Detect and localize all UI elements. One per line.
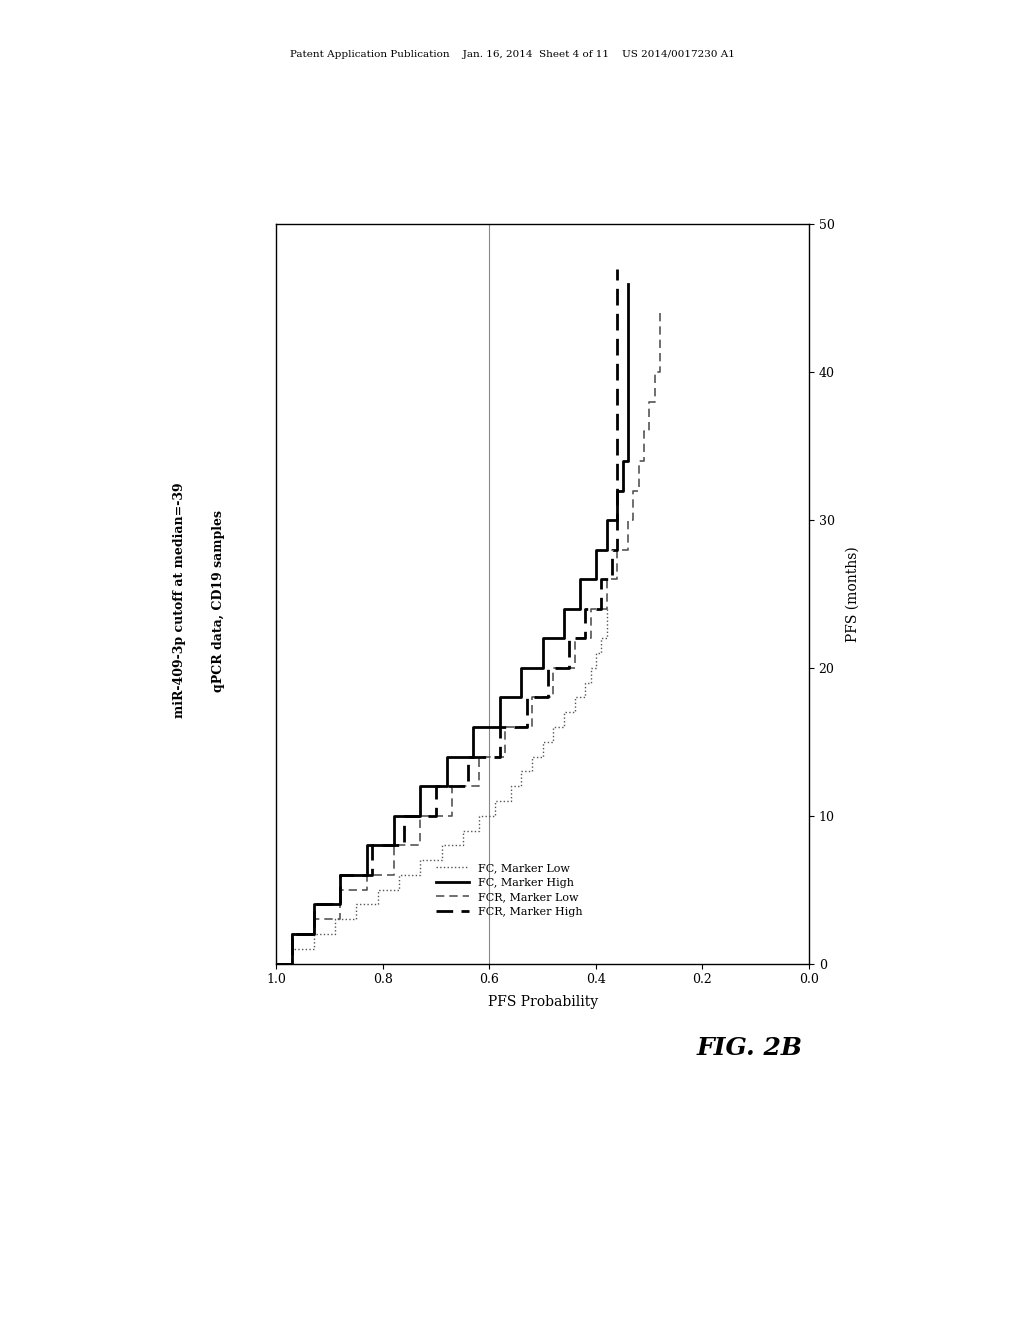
- X-axis label: PFS Probability: PFS Probability: [487, 995, 598, 1008]
- Text: miR-409-3p cutoff at median=-39: miR-409-3p cutoff at median=-39: [173, 483, 185, 718]
- Y-axis label: PFS (months): PFS (months): [846, 546, 860, 642]
- Legend: FC, Marker Low, FC, Marker High, FCR, Marker Low, FCR, Marker High: FC, Marker Low, FC, Marker High, FCR, Ma…: [431, 859, 587, 921]
- Text: Patent Application Publication    Jan. 16, 2014  Sheet 4 of 11    US 2014/001723: Patent Application Publication Jan. 16, …: [290, 50, 734, 59]
- Text: qPCR data, CD19 samples: qPCR data, CD19 samples: [212, 510, 224, 692]
- Text: FIG. 2B: FIG. 2B: [696, 1036, 803, 1060]
